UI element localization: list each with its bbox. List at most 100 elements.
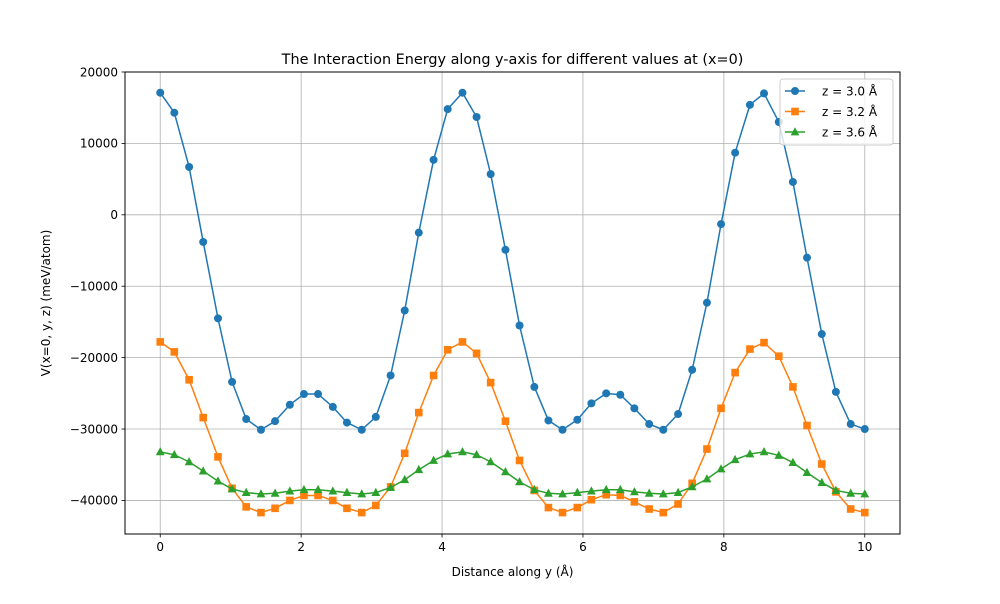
data-point xyxy=(170,348,179,356)
data-series xyxy=(155,88,870,517)
y-tick-label: 10000 xyxy=(80,137,118,151)
data-point xyxy=(357,489,367,498)
data-point xyxy=(443,105,452,114)
data-point xyxy=(443,449,453,458)
series-1 xyxy=(156,88,869,434)
data-point xyxy=(313,484,323,494)
data-point xyxy=(817,330,826,339)
data-point xyxy=(659,425,668,434)
y-tick-label: −10000 xyxy=(70,280,118,294)
y-tick-label: −20000 xyxy=(70,351,118,365)
data-point xyxy=(328,486,338,495)
data-point xyxy=(271,504,279,513)
data-point xyxy=(529,484,539,494)
data-point xyxy=(674,410,683,419)
data-point xyxy=(658,489,668,498)
x-tick-label: 2 xyxy=(297,540,305,554)
data-point xyxy=(357,425,366,434)
data-point xyxy=(802,467,812,476)
data-point xyxy=(530,382,539,391)
data-point xyxy=(400,449,409,458)
x-tick-label: 0 xyxy=(156,540,164,554)
legend-marker xyxy=(791,87,799,95)
data-point xyxy=(242,503,250,511)
data-point xyxy=(644,488,654,497)
data-point xyxy=(286,496,294,505)
data-point xyxy=(285,400,294,409)
data-point xyxy=(486,378,495,387)
data-point xyxy=(659,508,668,517)
data-point xyxy=(573,503,582,512)
legend-entry: z = 3.6 Å xyxy=(785,124,878,139)
data-point xyxy=(443,345,452,354)
data-point xyxy=(616,491,625,500)
legend-marker xyxy=(791,107,799,116)
data-point xyxy=(257,508,265,517)
data-point xyxy=(414,228,423,237)
data-point xyxy=(300,491,308,500)
data-point xyxy=(472,112,481,121)
x-tick-label: 6 xyxy=(579,540,587,554)
data-point xyxy=(342,418,351,427)
data-point xyxy=(515,321,524,330)
data-point xyxy=(228,377,237,386)
data-point xyxy=(285,486,295,495)
data-point xyxy=(343,504,351,513)
data-point xyxy=(256,489,266,498)
data-point xyxy=(629,487,639,496)
data-point xyxy=(587,486,596,495)
data-point xyxy=(687,482,697,491)
legend-label: z = 3.2 Å xyxy=(822,104,878,119)
data-point xyxy=(400,306,409,315)
data-point xyxy=(803,253,811,262)
legend-box xyxy=(779,78,894,146)
data-point xyxy=(760,89,769,98)
data-point xyxy=(185,162,194,171)
data-point xyxy=(860,489,870,498)
data-point xyxy=(645,505,653,513)
data-point xyxy=(386,482,396,491)
data-point xyxy=(630,498,639,506)
data-point xyxy=(156,88,165,97)
legend: z = 3.0 Å z = 3.2 Å z = 3.6 Å xyxy=(779,78,894,146)
data-point xyxy=(155,447,165,456)
data-point xyxy=(616,390,625,399)
data-point xyxy=(515,456,524,465)
data-point xyxy=(615,484,625,494)
data-point xyxy=(329,496,337,505)
data-point xyxy=(788,177,797,186)
data-point xyxy=(572,487,582,496)
data-point xyxy=(169,449,179,459)
data-point xyxy=(573,415,582,424)
data-point xyxy=(730,454,740,464)
data-point xyxy=(270,488,280,497)
data-point xyxy=(314,390,323,399)
data-point xyxy=(716,464,726,473)
data-point xyxy=(472,349,481,358)
data-point xyxy=(717,220,726,229)
data-point xyxy=(817,477,827,486)
data-point xyxy=(242,415,251,424)
x-axis-ticks: 0 2 4 6 8 10 xyxy=(156,534,872,554)
data-point xyxy=(501,417,510,425)
data-point xyxy=(759,447,769,456)
data-point xyxy=(342,487,352,496)
data-point xyxy=(371,487,381,496)
data-point xyxy=(199,237,208,246)
data-point xyxy=(846,505,855,513)
data-point xyxy=(587,495,596,504)
data-point xyxy=(645,420,654,429)
data-point xyxy=(673,487,683,496)
y-tick-label: −30000 xyxy=(70,422,118,436)
x-tick-label: 8 xyxy=(720,540,728,554)
data-point xyxy=(774,450,784,459)
data-point xyxy=(846,488,856,497)
data-point xyxy=(156,338,165,346)
data-point xyxy=(745,100,754,109)
data-point xyxy=(731,368,739,377)
data-point xyxy=(198,466,208,475)
data-point xyxy=(602,389,611,398)
data-point xyxy=(429,455,438,464)
